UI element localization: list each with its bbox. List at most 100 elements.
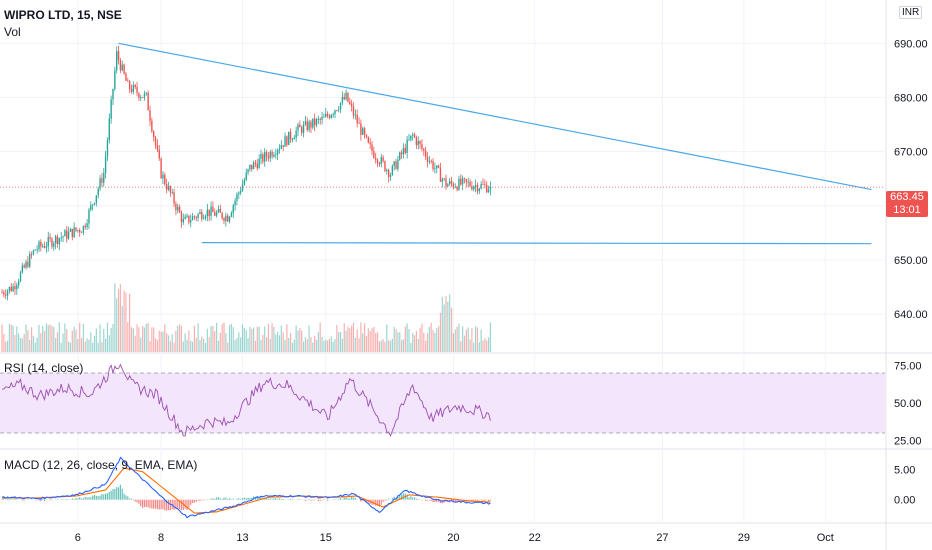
macd-histogram-bar xyxy=(475,499,477,501)
macd-histogram-bar xyxy=(236,498,238,500)
candle-body xyxy=(230,213,233,217)
candle-body xyxy=(121,64,123,71)
candle-body xyxy=(145,92,147,94)
candle-body xyxy=(378,163,381,165)
candle-body xyxy=(421,143,423,149)
macd-histogram-bar xyxy=(417,498,419,500)
macd-histogram-bar xyxy=(360,499,362,502)
candle-body xyxy=(197,213,199,218)
volume-bar xyxy=(36,337,38,352)
candle-body xyxy=(66,230,68,239)
time-tick-label: Oct xyxy=(817,532,834,544)
volume-bar xyxy=(3,333,5,352)
macd-histogram-bar xyxy=(384,499,386,501)
candle-body xyxy=(54,236,57,244)
volume-bar xyxy=(140,337,142,352)
candle-body xyxy=(432,161,434,170)
macd-histogram-bar xyxy=(347,498,349,500)
candle-body xyxy=(14,286,16,290)
candle-body xyxy=(382,157,384,162)
candle-body xyxy=(93,202,96,205)
volume-bar xyxy=(319,322,321,352)
volume-bar xyxy=(441,296,443,352)
candle-body xyxy=(232,205,234,214)
volume-bar xyxy=(288,337,290,352)
macd-histogram-bar xyxy=(99,495,101,500)
volume-bar xyxy=(338,331,340,352)
volume-bar xyxy=(199,339,201,352)
macd-histogram-bar xyxy=(436,499,438,503)
candle-body xyxy=(265,152,268,157)
candle-body xyxy=(101,178,103,183)
macd-histogram-bar xyxy=(258,497,260,500)
candle-body xyxy=(151,120,153,132)
macd-histogram-bar xyxy=(80,498,83,500)
volume-bar xyxy=(295,325,297,352)
volume-bar xyxy=(112,323,114,352)
macd-label: MACD (12, 26, close, 9, EMA, EMA) xyxy=(4,458,198,472)
volume-bar xyxy=(240,337,242,352)
volume-bar xyxy=(69,342,72,352)
candle-body xyxy=(289,131,292,140)
macd-histogram-bar xyxy=(476,499,479,501)
volume-bar xyxy=(304,337,306,352)
candle-body xyxy=(256,163,258,169)
volume-bar xyxy=(402,339,405,352)
volume-bar xyxy=(360,322,362,352)
candle-body xyxy=(103,173,105,183)
candle-body xyxy=(365,134,368,138)
candle-body xyxy=(469,181,471,187)
candle-body xyxy=(215,212,218,216)
macd-histogram-bar xyxy=(238,498,240,500)
volume-bar xyxy=(156,339,158,352)
volume-bar xyxy=(297,330,299,352)
volume-bar xyxy=(467,327,469,352)
volume-bar xyxy=(421,323,423,352)
candle-body xyxy=(299,124,301,128)
macd-histogram-bar xyxy=(36,499,38,501)
volume-bar xyxy=(382,339,384,352)
macd-histogram-bar xyxy=(121,488,123,500)
macd-histogram-bar xyxy=(195,499,197,502)
volume-bar xyxy=(130,327,133,352)
volume-bar xyxy=(430,322,432,352)
volume-bar xyxy=(143,327,146,352)
macd-histogram-bar xyxy=(221,498,223,500)
macd-histogram-bar xyxy=(88,497,90,500)
time-tick-label: 6 xyxy=(75,532,81,544)
macd-histogram-bar xyxy=(232,498,234,500)
volume-bar xyxy=(158,330,160,352)
macd-histogram-bar xyxy=(343,497,345,500)
volume-bar xyxy=(386,324,388,352)
candle-body xyxy=(375,157,377,160)
volume-bar xyxy=(395,329,397,352)
macd-histogram-bar xyxy=(212,498,214,500)
candle-body xyxy=(286,136,288,145)
candle-body xyxy=(79,229,81,233)
volume-bar xyxy=(234,339,236,352)
candle-body xyxy=(363,128,366,135)
candle-body xyxy=(64,230,66,237)
macd-histogram-bar xyxy=(210,498,212,500)
candle-body xyxy=(461,178,464,185)
volume-bar xyxy=(42,325,44,352)
macd-histogram-bar xyxy=(299,499,301,500)
macd-histogram-bar xyxy=(375,499,377,506)
candle-body xyxy=(119,60,122,71)
volume-bar xyxy=(125,292,127,352)
rsi-band xyxy=(0,373,885,433)
macd-histogram-bar xyxy=(75,497,77,500)
macd-histogram-bar xyxy=(271,498,273,500)
volume-bar xyxy=(332,341,334,352)
candle-body xyxy=(410,135,412,140)
volume-bar xyxy=(18,333,20,352)
macd-signal-line xyxy=(2,467,491,514)
currency-badge[interactable]: INR xyxy=(899,6,923,19)
macd-histogram-bar xyxy=(406,494,408,500)
macd-histogram-bar xyxy=(103,494,105,500)
candle-body xyxy=(132,85,135,92)
candle-body xyxy=(334,110,336,115)
candle-body xyxy=(60,237,62,239)
macd-histogram-bar xyxy=(260,496,262,500)
